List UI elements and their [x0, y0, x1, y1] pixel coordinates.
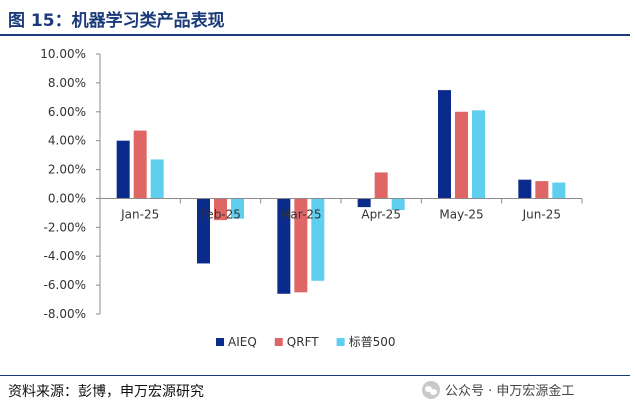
y-tick-label: 4.00% — [48, 134, 86, 148]
bar-qrft-feb-25 — [214, 198, 227, 221]
title-underline — [0, 34, 630, 36]
bar-aieq-may-25 — [438, 90, 451, 199]
x-category-label: Feb-25 — [200, 207, 241, 221]
bar-aieq-jun-25 — [518, 179, 532, 199]
bar-qrft-jun-25 — [535, 181, 549, 199]
bar-qrft-mar-25 — [294, 198, 308, 293]
y-tick-label: 10.00% — [40, 47, 86, 61]
bar-aieq-jan-25 — [116, 140, 130, 199]
source-note: 资料来源：彭博，申万宏源研究 — [8, 384, 204, 400]
y-tick-label: 2.00% — [48, 163, 86, 177]
y-tick-label: 8.00% — [48, 76, 86, 90]
figure-header: 图 15：机器学习类产品表现 — [0, 0, 635, 36]
footer-divider — [0, 375, 630, 376]
y-tick-label: -8.00% — [44, 307, 86, 321]
bar-标普500-may-25 — [472, 110, 485, 199]
wechat-icon — [422, 380, 440, 399]
legend-label: 标普500 — [349, 335, 396, 349]
x-category-label: Jan-25 — [120, 207, 159, 221]
bar-标普500-mar-25 — [311, 198, 325, 281]
x-category-label: May-25 — [439, 207, 483, 221]
x-category-label: Mar-25 — [280, 207, 321, 221]
bar-chart: 10.00% 8.00% 6.00% 4.00% 2.00% 0.00% -2.00% -4.… — [40, 47, 583, 349]
legend-swatch — [336, 338, 345, 346]
bar-aieq-feb-25 — [197, 198, 210, 264]
watermark: 公众号 · 申万宏源金工 — [416, 378, 581, 401]
y-tick-label: 6.00% — [48, 105, 86, 119]
y-tick-label: 0.00% — [48, 191, 86, 205]
bar-aieq-apr-25 — [357, 198, 371, 208]
bar-aieq-mar-25 — [277, 198, 291, 294]
x-category-label: Apr-25 — [361, 207, 401, 221]
bar-标普500-jan-25 — [150, 159, 164, 199]
x-category-label: Jun-25 — [522, 207, 561, 221]
bar-qrft-apr-25 — [374, 172, 388, 199]
bar-qrft-jan-25 — [133, 130, 147, 199]
legend-label: QRFT — [287, 335, 319, 349]
legend-label: AIEQ — [228, 335, 257, 349]
y-tick-label: -2.00% — [44, 220, 86, 234]
y-tick-label: -4.00% — [44, 249, 86, 263]
figure-title: 图 15：机器学习类产品表现 — [8, 11, 225, 31]
legend-swatch — [274, 338, 283, 346]
bar-标普500-apr-25 — [391, 198, 405, 210]
bar-qrft-may-25 — [455, 111, 468, 199]
bar-标普500-jun-25 — [552, 182, 566, 199]
y-tick-label: -6.00% — [44, 278, 86, 292]
watermark-text: 公众号 · 申万宏源金工 — [445, 384, 575, 399]
legend-swatch — [216, 338, 224, 346]
bar-标普500-feb-25 — [231, 198, 244, 219]
